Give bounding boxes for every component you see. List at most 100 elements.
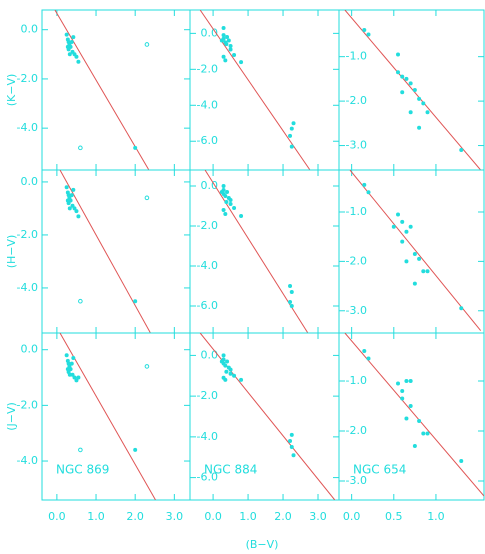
y-tick-label: -2.0 (346, 424, 367, 437)
point (225, 359, 230, 364)
point (228, 198, 233, 202)
point (224, 369, 229, 374)
x-axis-label: (B−V) (246, 538, 279, 551)
point (404, 259, 409, 264)
y-tick-label: -4.0 (197, 430, 218, 443)
annotation: NGC 654 (353, 463, 406, 477)
y-tick-label: -2.0 (17, 72, 38, 85)
annotation: NGC 869 (56, 463, 109, 477)
y-tick-label: -3.0 (346, 139, 367, 152)
panel-frame (41, 9, 191, 171)
x-tick-label: 1.0 (239, 510, 257, 523)
point (362, 28, 367, 32)
fit-line (199, 10, 311, 170)
panel-frame (41, 169, 191, 334)
point (408, 404, 413, 408)
point (459, 306, 464, 311)
point (396, 70, 401, 75)
open-point (78, 298, 83, 304)
point (396, 381, 401, 386)
point (459, 459, 464, 463)
point (76, 375, 81, 380)
point (417, 419, 422, 423)
point (412, 251, 417, 256)
point (65, 367, 70, 372)
fit-line (204, 170, 309, 333)
point (425, 269, 430, 274)
y-tick-label: -4.0 (197, 98, 218, 111)
point (68, 367, 73, 372)
y-axis-label: (J−V) (5, 402, 18, 431)
point (65, 44, 70, 49)
fit-line (54, 10, 150, 170)
point (239, 377, 244, 382)
point (67, 206, 72, 211)
y-tick-label: -4.0 (197, 259, 218, 272)
point (425, 110, 430, 115)
point (408, 379, 413, 383)
fit-line (349, 170, 482, 331)
point (133, 299, 138, 304)
fit-line (344, 10, 482, 170)
y-axis-label: (H−V) (5, 235, 18, 269)
y-tick-label: -3.0 (346, 304, 367, 317)
y-tick-label: -4.0 (17, 454, 38, 467)
x-tick-label: 3.0 (166, 510, 184, 523)
point (391, 224, 396, 229)
y-tick-label: -2.0 (346, 94, 367, 107)
point (408, 110, 413, 115)
y-tick-label: 0.0 (201, 179, 219, 192)
point (404, 229, 409, 234)
point (223, 212, 228, 216)
point (221, 25, 226, 30)
point (64, 32, 69, 37)
point (289, 304, 294, 308)
point (459, 148, 464, 152)
y-tick-label: -6.0 (197, 471, 218, 484)
open-point (78, 145, 83, 151)
point (400, 90, 405, 95)
point (74, 378, 79, 383)
x-tick-label: 0.0 (343, 510, 361, 523)
point (225, 34, 230, 39)
y-tick-label: -3.0 (346, 474, 367, 487)
x-tick-label: 3.0 (309, 510, 327, 523)
point (224, 200, 229, 204)
y-tick-label: -1.0 (346, 50, 367, 63)
y-tick-label: 0.0 (21, 343, 39, 356)
point (133, 447, 138, 452)
point (366, 190, 371, 195)
point (69, 40, 74, 44)
point (404, 379, 409, 383)
point (67, 52, 72, 57)
point (226, 38, 231, 43)
y-tick-label: -6.0 (197, 134, 218, 147)
x-tick-label: 1.0 (427, 510, 445, 523)
point (219, 38, 224, 43)
point (412, 281, 417, 286)
y-axis-label: (K−V) (5, 74, 18, 107)
x-tick-label: 1.0 (87, 510, 105, 523)
annotation: NGC 884 (204, 463, 257, 477)
point (412, 88, 417, 92)
point (396, 212, 401, 217)
x-tick-label: 0.5 (385, 510, 403, 523)
point (366, 32, 371, 37)
point (400, 389, 405, 393)
point (400, 74, 405, 79)
x-tick-label: 0.0 (48, 510, 66, 523)
point (221, 353, 226, 358)
point (404, 76, 409, 81)
point (288, 133, 293, 138)
y-tick-label: -2.0 (17, 398, 38, 411)
y-tick-label: -2.0 (197, 389, 218, 402)
point (289, 144, 294, 149)
point (421, 101, 426, 106)
fit-line (59, 333, 156, 500)
point (76, 214, 81, 219)
point (70, 372, 75, 377)
point (400, 239, 405, 244)
point (219, 190, 224, 194)
point (228, 202, 233, 206)
